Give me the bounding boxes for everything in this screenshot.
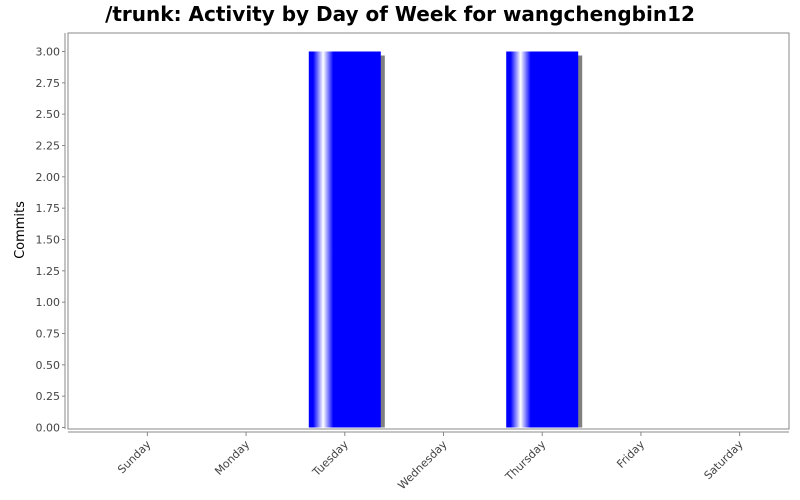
chart-title: /trunk: Activity by Day of Week for wang… [105, 2, 695, 26]
y-axis-label: Commits [13, 201, 28, 259]
x-tick-label: Sunday [115, 438, 154, 477]
x-tick-label: Friday [614, 438, 647, 471]
y-tick-label: 0.75 [36, 328, 61, 341]
y-tick-label: 2.50 [36, 108, 61, 121]
x-tick-label: Saturday [702, 438, 747, 483]
y-tick-label: 1.00 [36, 296, 61, 309]
x-tick-label: Thursday [502, 438, 548, 484]
y-tick-label: 2.75 [36, 77, 61, 90]
y-tick-label: 1.50 [36, 234, 61, 247]
y-tick-label: 0.00 [36, 422, 61, 435]
x-tick-label: Monday [212, 438, 252, 478]
bar [308, 51, 381, 428]
y-tick-label: 1.75 [36, 202, 61, 215]
y-tick-label: 2.00 [36, 171, 61, 184]
y-tick-label: 2.25 [36, 140, 61, 153]
x-tick-label: Tuesday [309, 438, 351, 480]
bar [506, 51, 579, 428]
y-tick-label: 1.25 [36, 265, 61, 278]
y-tick-label: 3.00 [36, 46, 61, 59]
x-tick-label: Wednesday [395, 438, 450, 493]
y-tick-label: 0.50 [36, 359, 61, 372]
y-tick-label: 0.25 [36, 390, 61, 403]
plot-area [67, 32, 790, 430]
